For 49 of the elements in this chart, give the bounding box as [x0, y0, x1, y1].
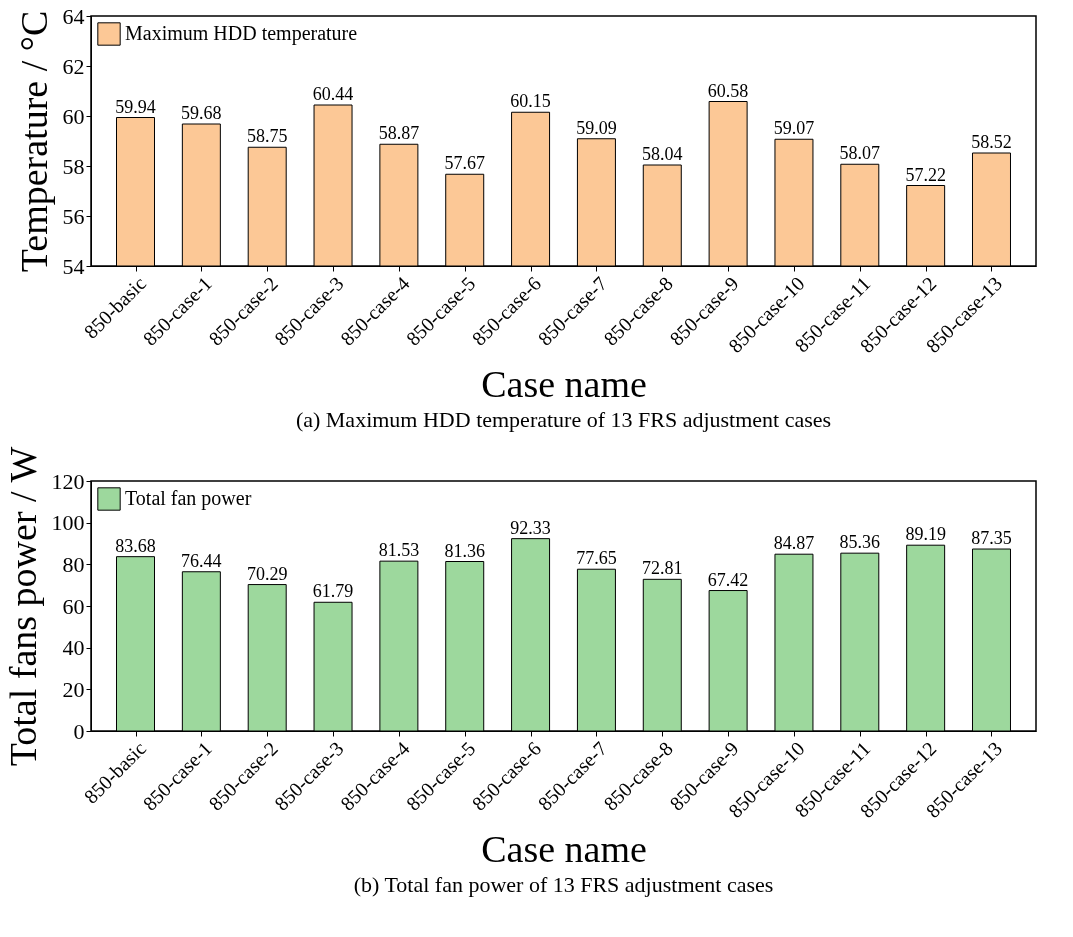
- y-tick-label: 56: [62, 203, 85, 229]
- data-label: 59.09: [576, 117, 617, 138]
- y-tick-label: 20: [62, 676, 85, 702]
- data-label: 92.33: [510, 517, 551, 538]
- y-tick-label: 60: [62, 593, 85, 619]
- data-label: 60.44: [312, 84, 354, 104]
- data-label: 70.29: [246, 563, 288, 584]
- data-label: 58.52: [971, 132, 1012, 152]
- y-tick-label: 80: [62, 551, 85, 577]
- data-label: 85.36: [839, 532, 881, 553]
- x-axis-title: Case name: [481, 827, 647, 870]
- text: (b) Total fan power of 13 FRS adjustment cases: [353, 872, 774, 898]
- y-tick-label: 100: [51, 510, 85, 536]
- data-label: 58.87: [378, 123, 420, 144]
- data-label: 57.22: [905, 164, 946, 185]
- y-tick-label: 40: [62, 635, 85, 661]
- y-axis-title: Total fans power / W: [1, 446, 44, 767]
- legend-label: Maximum HDD temperature: [125, 22, 358, 45]
- data-label: 83.68: [115, 535, 156, 556]
- y-tick-label: 58: [62, 153, 85, 179]
- y-tick-label: 0: [73, 718, 85, 744]
- data-label: 58.07: [839, 143, 881, 164]
- y-axis-title: Temperature / °C: [12, 10, 55, 273]
- data-label: 60.58: [707, 80, 749, 101]
- data-label: 81.36: [444, 540, 485, 561]
- data-label: 81.53: [378, 540, 420, 561]
- data-label: 87.35: [971, 528, 1012, 549]
- legend-label: Total fan power: [125, 487, 252, 510]
- data-label: 84.87: [773, 533, 815, 554]
- data-label: 77.65: [576, 548, 617, 569]
- data-label: 59.94: [115, 96, 156, 117]
- y-tick-label: 64: [62, 3, 85, 29]
- data-label: 58.04: [642, 144, 683, 164]
- data-label: 89.19: [905, 524, 946, 545]
- data-label: 67.42: [707, 569, 749, 590]
- data-label: 58.75: [246, 126, 288, 147]
- data-label: 59.68: [181, 103, 222, 123]
- data-label: 59.07: [773, 118, 815, 139]
- data-label: 60.15: [510, 91, 551, 112]
- data-label: 57.67: [444, 153, 485, 174]
- y-tick-label: 60: [62, 103, 85, 129]
- y-tick-label: 54: [62, 253, 85, 279]
- x-axis-title: Case name: [481, 362, 647, 405]
- data-label: 61.79: [312, 581, 354, 602]
- data-label: 76.44: [181, 550, 222, 571]
- data-label: 72.81: [642, 558, 683, 579]
- text: (a) Maximum HDD temperature of 13 FRS adjustment cases: [295, 407, 832, 433]
- y-tick-label: 120: [51, 468, 85, 494]
- y-tick-label: 62: [62, 53, 85, 79]
